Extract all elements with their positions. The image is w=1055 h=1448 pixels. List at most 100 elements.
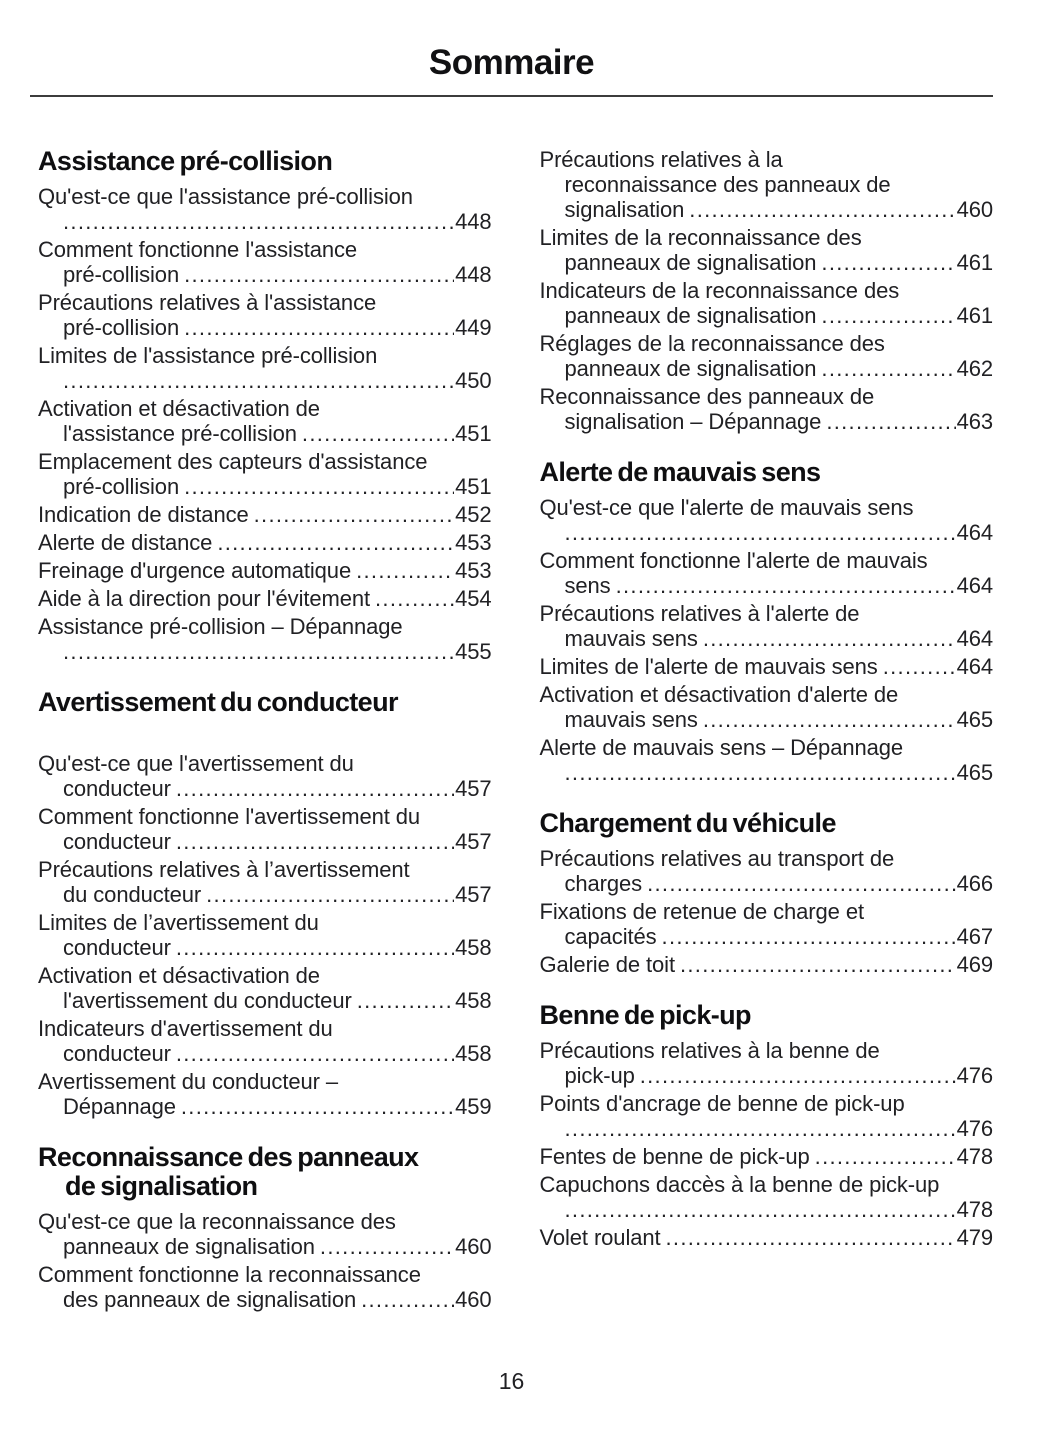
toc-entry: Capuchons daccès à la benne de pick-up..… bbox=[540, 1172, 994, 1222]
toc-entry: Avertissement du conducteur – Dépannage..… bbox=[38, 1069, 492, 1119]
entry-text: conducteur bbox=[63, 776, 171, 801]
toc-entry: Alerte de distance......................… bbox=[38, 530, 492, 555]
entry-leader-line: ........................................… bbox=[38, 368, 492, 393]
dot-leader: ........................................… bbox=[356, 988, 454, 1013]
toc-section: Assistance pré-collision Qu'est-ce que l'… bbox=[38, 147, 492, 665]
toc-section: Reconnaissance des panneaux de signalisat… bbox=[38, 1143, 492, 1313]
entry-text-line: Comment fonctionne la reconnaissance bbox=[38, 1262, 421, 1287]
dot-leader: ........................................… bbox=[564, 1197, 956, 1222]
dot-leader: ........................................… bbox=[63, 639, 454, 664]
entry-page-number: 448 bbox=[455, 262, 492, 287]
dot-leader: ........................................… bbox=[615, 573, 956, 598]
dot-leader: ........................................… bbox=[689, 197, 956, 222]
dot-leader: ........................................… bbox=[253, 502, 454, 527]
entry-text-line: Précautions relatives à la bbox=[539, 147, 783, 172]
toc-entry: Qu'est-ce que l'alerte de mauvais sens..… bbox=[540, 495, 994, 545]
toc-columns: Assistance pré-collision Qu'est-ce que l'… bbox=[38, 147, 993, 1315]
toc-entry: Freinage d'urgence automatique..........… bbox=[38, 558, 492, 583]
entry-page-number: 458 bbox=[455, 1041, 492, 1066]
toc-entry: Reconnaissance des panneaux de signalisat… bbox=[540, 384, 994, 434]
entry-page-number: 450 bbox=[455, 368, 492, 393]
dot-leader: ........................................… bbox=[63, 368, 454, 393]
entry-text-line: Qu'est-ce que l'avertissement du bbox=[38, 751, 354, 776]
entry-text-line: Précautions relatives à l'alerte de bbox=[539, 601, 860, 626]
entry-page-number: 452 bbox=[455, 502, 492, 527]
entry-text: pré-collision bbox=[63, 262, 180, 287]
entry-text-line: Comment fonctionne l'assistance bbox=[38, 237, 358, 262]
entry-text: panneaux de signalisation bbox=[63, 1234, 315, 1259]
entry-text: panneaux de signalisation bbox=[564, 250, 817, 275]
dot-leader: ........................................… bbox=[180, 1094, 455, 1119]
entry-page-number: 463 bbox=[956, 409, 994, 434]
entry-page-number: 478 bbox=[956, 1144, 994, 1169]
entry-text-line: Limites de l'assistance pré-collision bbox=[38, 343, 378, 368]
entry-leader-line: Fentes de benne de pick-up..............… bbox=[540, 1144, 994, 1169]
dot-leader: ........................................… bbox=[821, 303, 955, 328]
toc-entry: Précautions relatives à l'alerte de mauva… bbox=[540, 601, 994, 651]
section-heading: Assistance pré-collision bbox=[38, 147, 492, 176]
toc-entry: Comment fonctionne l'assistance pré-colli… bbox=[38, 237, 492, 287]
entry-text: l'avertissement du conducteur bbox=[63, 988, 352, 1013]
section-heading: Benne de pick-up bbox=[540, 1001, 994, 1030]
dot-leader: ........................................… bbox=[375, 586, 454, 611]
entry-leader-line: Volet roulant...........................… bbox=[540, 1225, 994, 1250]
entry-text: Fentes de benne de pick-up bbox=[539, 1144, 810, 1169]
entry-leader-line: du conducteur...........................… bbox=[38, 882, 492, 907]
entry-leader-line: pré-collision...........................… bbox=[38, 262, 492, 287]
toc-entry: Qu'est-ce que l'assistance pré-collision… bbox=[38, 184, 492, 234]
entry-leader-line: Galerie de toit.........................… bbox=[540, 952, 994, 977]
entry-text-line: Emplacement des capteurs d'assistance bbox=[38, 449, 428, 474]
dot-leader: ........................................… bbox=[175, 829, 454, 854]
entry-text: pré-collision bbox=[63, 315, 180, 340]
toc-entry: Comment fonctionne l'avertissement du con… bbox=[38, 804, 492, 854]
entry-leader-line: sens....................................… bbox=[540, 573, 994, 598]
toc-entry: Comment fonctionne la reconnaissance des … bbox=[38, 1262, 492, 1312]
entry-leader-line: des panneaux de signalisation...........… bbox=[38, 1287, 492, 1312]
entry-leader-line: panneaux de signalisation...............… bbox=[540, 303, 994, 328]
dot-leader: ........................................… bbox=[814, 1144, 956, 1169]
entry-leader-line: ........................................… bbox=[540, 1197, 994, 1222]
entry-text-line: Qu'est-ce que l'alerte de mauvais sens bbox=[539, 495, 914, 520]
entry-leader-line: Dépannage...............................… bbox=[38, 1094, 492, 1119]
entry-text-line: Réglages de la reconnaissance des bbox=[539, 331, 885, 356]
entry-text: panneaux de signalisation bbox=[564, 303, 817, 328]
entry-text: Dépannage bbox=[63, 1094, 176, 1119]
entry-leader-line: ........................................… bbox=[540, 520, 994, 545]
entry-page-number: 465 bbox=[956, 760, 994, 785]
entry-leader-line: capacités...............................… bbox=[540, 924, 994, 949]
toc-entry: Comment fonctionne l'alerte de mauvais se… bbox=[540, 548, 994, 598]
dot-leader: ........................................… bbox=[63, 209, 454, 234]
entry-leader-line: l'avertissement du conducteur...........… bbox=[38, 988, 492, 1013]
entry-text: Volet roulant bbox=[539, 1225, 661, 1250]
entry-text-line: Limites de l’avertissement du bbox=[38, 910, 319, 935]
entry-text-line: Précautions relatives au transport de bbox=[539, 846, 895, 871]
entry-text-line: Activation et désactivation de bbox=[38, 963, 320, 988]
dot-leader: ........................................… bbox=[665, 1225, 956, 1250]
entry-leader-line: signalisation...........................… bbox=[540, 197, 994, 222]
entry-text-line: Alerte de mauvais sens – Dépannage bbox=[539, 735, 904, 760]
toc-entry: Galerie de toit.........................… bbox=[540, 952, 994, 977]
toc-entry: Qu'est-ce que l'avertissement du conducte… bbox=[38, 751, 492, 801]
dot-leader: ........................................… bbox=[184, 315, 455, 340]
entry-leader-line: conducteur..............................… bbox=[38, 1041, 492, 1066]
entry-text: Limites de l'alerte de mauvais sens bbox=[539, 654, 878, 679]
entry-page-number: 462 bbox=[956, 356, 994, 381]
entry-text-line: Indicateurs de la reconnaissance des bbox=[539, 278, 900, 303]
toc-section: Alerte de mauvais sens Qu'est-ce que l'al… bbox=[539, 458, 994, 786]
entry-text: Aide à la direction pour l'évitement bbox=[38, 586, 371, 611]
entry-leader-line: pré-collision...........................… bbox=[38, 474, 492, 499]
dot-leader: ........................................… bbox=[826, 409, 956, 434]
toc-entry: Précautions relatives au transport de cha… bbox=[540, 846, 994, 896]
dot-leader: ........................................… bbox=[702, 707, 956, 732]
toc-entry: Précautions relatives à l'assistance pré-… bbox=[38, 290, 492, 340]
entry-leader-line: signalisation – Dépannage...............… bbox=[540, 409, 994, 434]
section-heading: Alerte de mauvais sens bbox=[540, 458, 994, 487]
entry-leader-line: mauvais sens............................… bbox=[540, 626, 994, 651]
entry-page-number: 448 bbox=[455, 209, 492, 234]
entry-text-line: Avertissement du conducteur – bbox=[38, 1069, 338, 1094]
toc-section: Benne de pick-up Précautions relatives à … bbox=[540, 1001, 994, 1251]
toc-entry: Indicateurs d'avertissement du conducteur… bbox=[38, 1016, 492, 1066]
page-number-footer: 16 bbox=[498, 1368, 525, 1394]
toc-column-2: Précautions relatives à la reconnaissance… bbox=[540, 147, 994, 1315]
